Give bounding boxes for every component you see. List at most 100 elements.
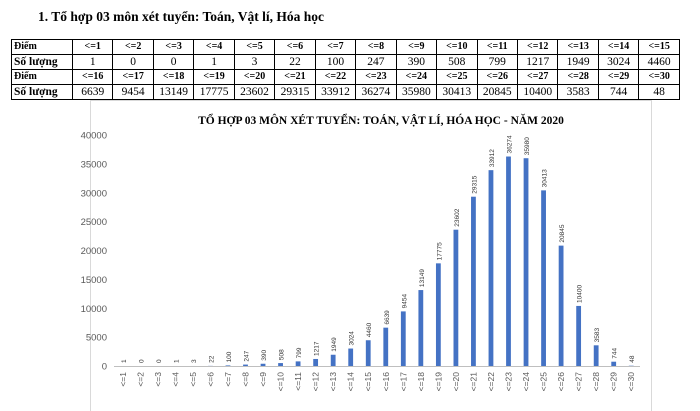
count-cell: 9454 (112, 84, 154, 100)
x-tick-label: <=10 (276, 372, 286, 392)
data-label: 4460 (366, 322, 373, 337)
x-tick-label: <=20 (451, 372, 461, 392)
data-label: 0 (156, 359, 163, 363)
data-label: 1217 (314, 341, 321, 356)
bar (243, 364, 248, 366)
data-label: 29315 (471, 175, 478, 193)
y-tick-label: 10000 (81, 304, 107, 315)
data-label: 13149 (419, 269, 426, 287)
x-tick-label: <=24 (521, 372, 531, 392)
y-tick-label: 35000 (81, 159, 107, 170)
count-cell: 35980 (395, 84, 438, 100)
x-tick-label: <=6 (205, 372, 215, 387)
y-tick-label: 20000 (81, 246, 107, 257)
count-cell: 48 (638, 84, 680, 100)
count-cell: 744 (597, 84, 640, 100)
bar (260, 363, 266, 366)
data-label: 33912 (489, 149, 496, 167)
data-label: 17775 (436, 242, 443, 260)
x-tick-label: <=1 (118, 372, 128, 387)
bar (611, 361, 617, 366)
bar (313, 358, 319, 366)
x-tick-label: <=21 (468, 372, 478, 392)
data-label: 9454 (401, 294, 408, 309)
bar (523, 158, 529, 366)
data-label: 3583 (594, 327, 601, 342)
x-tick-label: <=17 (398, 372, 408, 392)
count-cell: 29315 (274, 84, 316, 100)
count-cell: 6639 (71, 84, 114, 100)
bar (225, 365, 231, 366)
data-label: 3 (191, 359, 198, 363)
data-label: 1 (121, 359, 128, 363)
count-cell: 36274 (355, 84, 397, 100)
count-cell: 10400 (516, 84, 559, 100)
count-cell: 4460 (638, 54, 680, 70)
count-cell: 1217 (516, 54, 559, 70)
x-tick-label: <=11 (293, 372, 303, 391)
x-tick-label: <=3 (153, 372, 163, 387)
x-tick-label: <=22 (486, 372, 496, 392)
data-label: 1 (173, 359, 180, 363)
bar (348, 348, 354, 366)
x-tick-label: <=7 (223, 372, 233, 387)
x-tick-label: <=13 (328, 372, 338, 392)
count-cell: 17775 (193, 84, 235, 100)
x-tick-label: <=5 (188, 372, 198, 387)
bar (576, 305, 582, 366)
data-label: 3024 (349, 331, 356, 346)
bar (295, 361, 301, 366)
x-tick-label: <=9 (258, 372, 268, 387)
data-label: 48 (629, 355, 636, 363)
data-label: 508 (279, 349, 286, 360)
data-label: 744 (612, 347, 619, 358)
x-tick-label: <=16 (381, 372, 391, 392)
table-count-row: Số lượng 6639 9454 13149 17775 23602 29315 3391… (11, 84, 680, 100)
data-label: 10400 (577, 284, 584, 302)
bar (365, 340, 371, 366)
bar (558, 245, 564, 366)
x-tick-label: <=23 (504, 372, 514, 392)
data-label: 6639 (384, 310, 391, 325)
x-tick-label: <=26 (556, 372, 566, 392)
x-tick-label: <=15 (363, 372, 373, 392)
count-cell: 20845 (476, 84, 518, 100)
count-cell: 508 (436, 54, 478, 70)
bar (471, 196, 476, 366)
data-label: 100 (226, 351, 233, 362)
x-tick-label: <=14 (346, 372, 356, 392)
bar (278, 363, 283, 366)
y-tick-label: 0 (102, 362, 107, 373)
bar (593, 345, 599, 366)
bar (400, 311, 406, 366)
data-label: 390 (261, 350, 268, 361)
bar (453, 229, 459, 366)
data-label: 1949 (331, 337, 338, 352)
data-label: 20845 (559, 224, 566, 242)
data-label: 35980 (524, 137, 531, 155)
data-label: 799 (296, 347, 303, 358)
data-label: 30413 (542, 169, 549, 187)
x-tick-label: <=19 (433, 372, 443, 392)
bar (541, 190, 546, 366)
y-tick-label: 5000 (86, 333, 107, 344)
x-tick-label: <=30 (626, 372, 636, 392)
score-distribution-table: Điểm <=1 <=2 <=3 <=4 <=5 <=6 <=7 <=8 <=9 <=10 <=11 <… (11, 39, 680, 100)
table-score-row: Điểm <=16 <=17 <=18 <=19 <=20 <=21 <=22 <=23 <=24… (11, 69, 680, 85)
bar (383, 327, 389, 366)
x-tick-label: <=12 (311, 372, 321, 392)
y-tick-label: 40000 (81, 131, 107, 142)
count-cell: 247 (355, 54, 397, 70)
y-tick-label: 25000 (81, 217, 107, 228)
x-tick-label: <=27 (574, 372, 584, 392)
x-tick-label: <=25 (539, 372, 549, 392)
count-cell: 100 (314, 54, 357, 70)
data-label: 23602 (454, 208, 461, 226)
row-label-count: Số lượng (11, 54, 73, 70)
data-label: 247 (244, 350, 251, 361)
data-label: 0 (138, 359, 145, 363)
count-cell: 30413 (436, 84, 478, 100)
x-tick-label: <=18 (416, 372, 426, 392)
bar (488, 170, 494, 366)
